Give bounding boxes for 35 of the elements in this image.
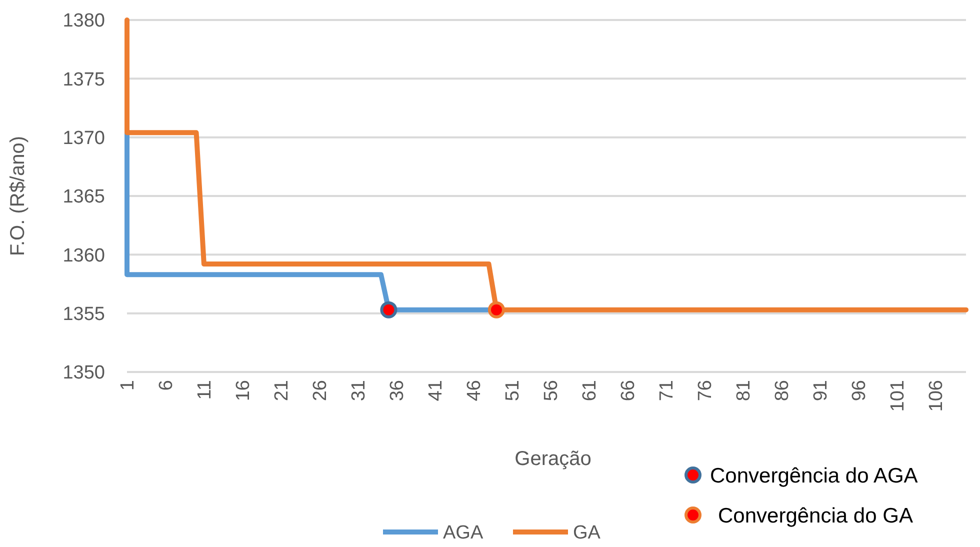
legend-label: GA [573, 522, 601, 544]
x-tick-label: 101 [887, 380, 908, 412]
x-tick-label: 16 [233, 380, 254, 402]
x-axis-title: Geração [514, 448, 592, 470]
x-tick-label: 91 [810, 380, 832, 402]
x-tick-label: 81 [733, 380, 754, 402]
x-tick-label: 106 [926, 380, 947, 412]
x-tick-label: 86 [772, 380, 793, 402]
y-tick-label: 1365 [62, 186, 105, 208]
x-tick-label: 21 [272, 380, 293, 402]
x-tick-label: 96 [848, 380, 870, 402]
x-tick-label: 41 [426, 380, 447, 402]
x-tick-label: 66 [618, 380, 639, 402]
y-tick-label: 1355 [62, 304, 105, 325]
x-tick-label: 31 [348, 380, 370, 402]
x-tick-label: 36 [387, 380, 408, 402]
y-tick-label: 1360 [62, 245, 105, 266]
x-tick-label: 61 [579, 380, 600, 402]
x-tick-label: 56 [541, 380, 562, 402]
x-tick-label: 71 [656, 380, 678, 402]
x-tick-label: 26 [310, 380, 332, 402]
y-tick-label: 1370 [62, 128, 105, 149]
y-tick-label: 1350 [62, 362, 105, 384]
y-tick-label: 1375 [62, 69, 105, 90]
x-tick-label: 51 [502, 380, 524, 402]
x-tick-label: 1 [118, 380, 139, 391]
x-tick-label: 46 [464, 380, 486, 402]
legend-label: Convergência do GA [718, 504, 913, 528]
x-tick-label: 6 [156, 380, 178, 391]
x-tick-label: 76 [694, 380, 716, 402]
legend-label: AGA [443, 522, 484, 544]
y-axis-title: F.O. (R$/ano) [7, 136, 29, 256]
y-tick-label: 1380 [62, 10, 105, 32]
legend-label: Convergência do AGA [710, 464, 918, 488]
x-tick-label: 11 [194, 380, 216, 400]
